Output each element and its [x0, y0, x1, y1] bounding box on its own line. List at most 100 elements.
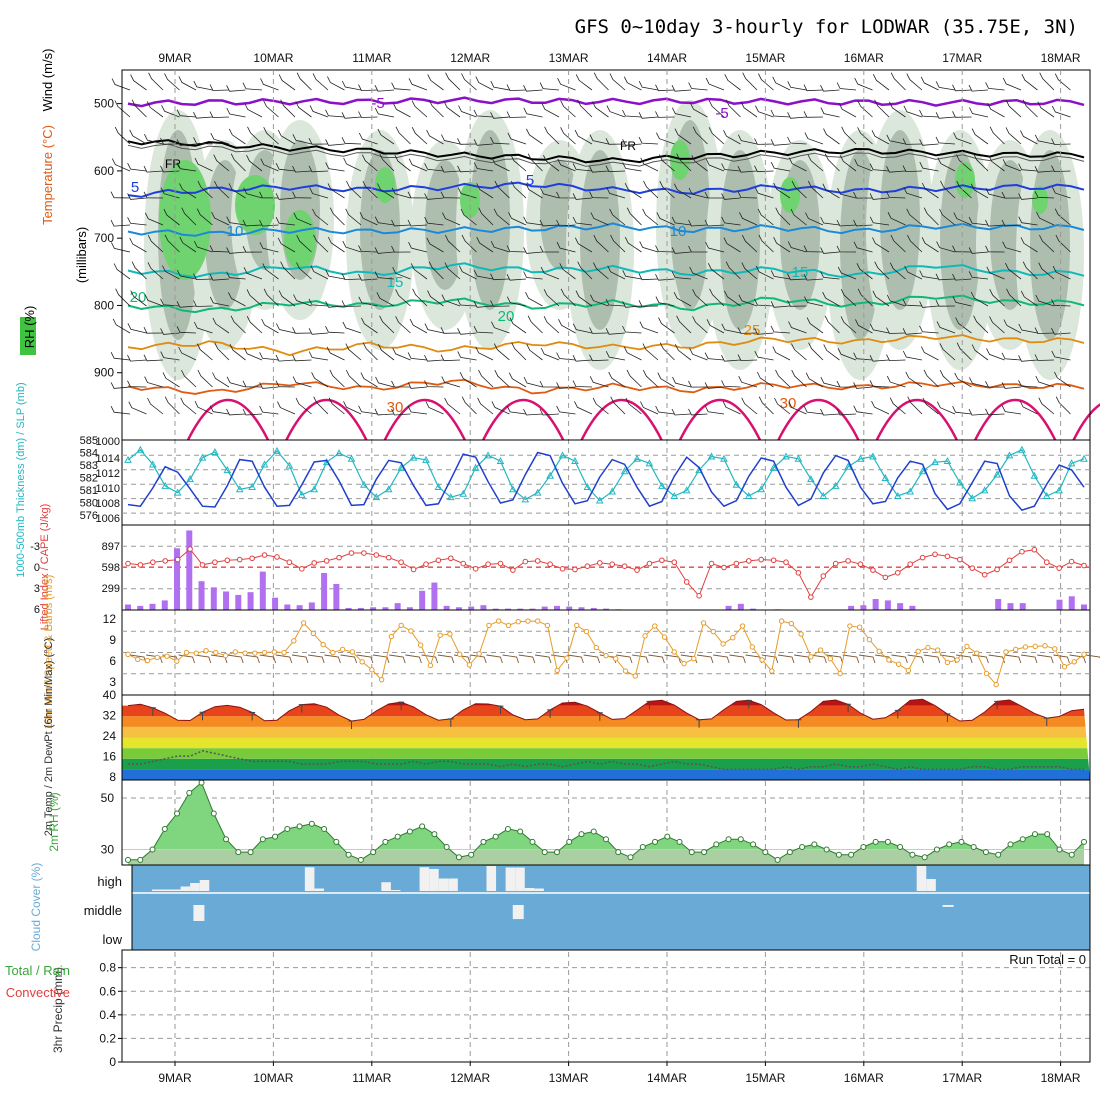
wind-barb — [606, 187, 626, 199]
wind-barb — [362, 180, 378, 199]
wind-barb — [110, 382, 131, 389]
high-cloud-bar — [926, 879, 936, 891]
wind-barb — [457, 298, 477, 307]
wind-barb — [557, 158, 576, 172]
wind-barb — [146, 101, 164, 118]
wind-barb — [655, 84, 675, 92]
wind-barb — [671, 271, 692, 280]
wind-barb — [506, 111, 527, 118]
wind-speed-point — [554, 667, 560, 674]
wind-speed-point — [525, 618, 531, 624]
wind-barb — [193, 80, 213, 91]
wind-speed-point — [271, 649, 278, 655]
wind-barb — [293, 294, 312, 307]
rh-point — [676, 838, 683, 845]
wind-barb — [822, 291, 840, 307]
wind-speed-point — [544, 622, 551, 629]
wind-barb — [111, 78, 131, 91]
wind-barb — [292, 191, 312, 199]
wind-barb — [725, 261, 741, 280]
thickness-point — [1030, 471, 1039, 479]
wind-barb — [275, 163, 296, 172]
wind-barb — [523, 107, 543, 118]
wind-speed-point — [261, 649, 268, 656]
wind-barb — [886, 166, 906, 173]
rh-point — [615, 849, 622, 856]
lifted-point — [857, 561, 864, 568]
wind-barb — [593, 234, 609, 253]
wind-barb — [144, 376, 164, 388]
cape-bar — [1081, 604, 1087, 610]
wind-barb — [688, 245, 708, 253]
wind-speed-point — [613, 656, 619, 662]
wind-barb — [428, 99, 444, 118]
wind-barb — [805, 372, 824, 388]
wind-barb — [610, 396, 626, 415]
thickness-point — [744, 491, 753, 500]
rh-point — [198, 779, 205, 786]
wind-barb — [738, 376, 758, 388]
wind-barb — [391, 187, 411, 199]
wind-speed-point — [242, 650, 248, 656]
isotherm-t15 — [127, 262, 1085, 279]
cape-bar — [603, 608, 609, 610]
rh-point — [1068, 851, 1075, 858]
wind-barb — [374, 271, 395, 280]
rh-point — [419, 823, 426, 830]
wind-barb — [739, 212, 758, 226]
cape-bar — [1068, 596, 1075, 610]
surface-wind-barb — [194, 654, 212, 664]
isotherm-t30 — [127, 378, 1085, 395]
temp-range-bar — [298, 704, 305, 713]
rh-point — [799, 843, 806, 850]
cape-bar — [909, 605, 916, 610]
rh-region-dark — [720, 150, 760, 330]
wind-barb — [692, 289, 708, 307]
thickness-point — [571, 457, 579, 465]
wind-barb — [424, 163, 444, 172]
top-date-label: 15MAR — [745, 51, 785, 65]
wind-speed-point — [632, 673, 638, 679]
wind-barb — [127, 162, 147, 172]
cape-bar — [137, 605, 144, 610]
wind-barb — [589, 134, 609, 145]
lifted-point — [249, 555, 255, 562]
wind-barb — [704, 191, 724, 199]
rh-point — [713, 841, 720, 848]
wind-tick-label: 6 — [109, 654, 116, 668]
temp-bands — [122, 699, 1090, 780]
precip-frame — [121, 949, 1091, 1063]
wind-barb — [969, 377, 989, 388]
wind-barb — [1001, 382, 1022, 389]
top-date-label: 10MAR — [253, 51, 293, 65]
wind-barb — [1002, 241, 1022, 253]
wind-barb — [160, 187, 180, 199]
wind-barb — [737, 166, 758, 173]
wind-barb — [391, 408, 411, 416]
wind-barb — [923, 369, 939, 388]
wind-barb — [1051, 186, 1071, 199]
wind-barb — [671, 408, 692, 416]
wind-barb — [131, 261, 147, 280]
wind-barb — [642, 208, 659, 226]
surface-wind-barb — [923, 654, 941, 664]
bottom-date-axis: 9MAR 10MAR 11MAR 12MAR 13MAR 14MAR 15MAR 16MAR 1… — [158, 1071, 1081, 1085]
surface-wind-barb — [891, 654, 908, 664]
wind-barb — [886, 327, 906, 334]
wind-barb — [589, 166, 609, 173]
temp-tick-label: 16 — [103, 750, 117, 764]
wind-barb — [985, 245, 1005, 253]
wind-speed-point — [1081, 651, 1087, 658]
cape-bar — [480, 605, 487, 610]
wind-barb — [1051, 328, 1071, 335]
wind-barb — [556, 241, 576, 253]
wind-barb — [1018, 163, 1038, 172]
cape-bar — [370, 607, 377, 610]
isotherm-35 — [875, 398, 958, 441]
surface-wind-barb — [761, 654, 779, 664]
wind-barb — [920, 76, 939, 91]
rh-point — [786, 849, 793, 856]
cape-bar — [431, 582, 438, 610]
thickness-point — [943, 457, 952, 465]
contour-label: -5 — [715, 105, 728, 122]
